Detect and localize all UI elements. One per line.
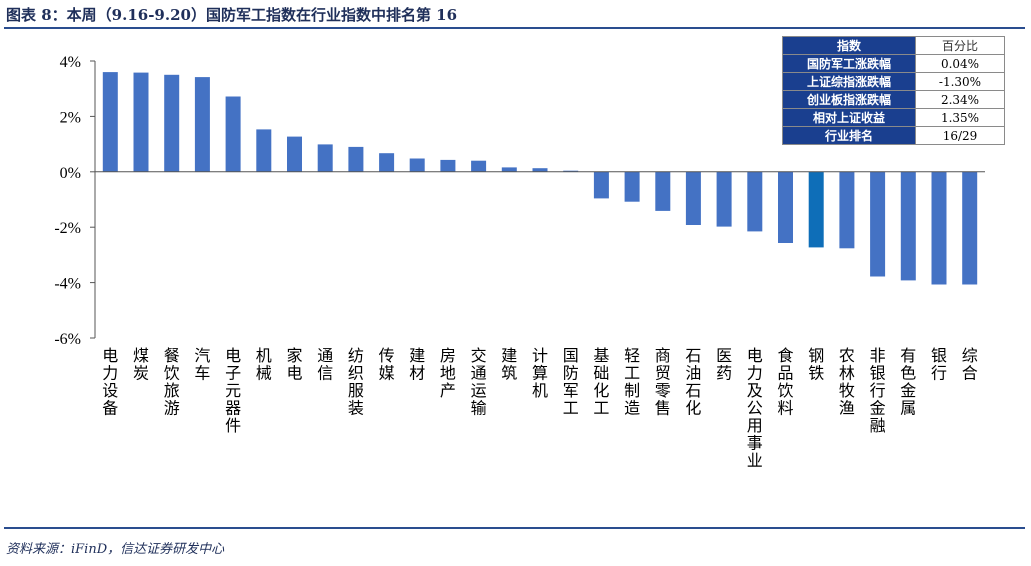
top-rule	[4, 27, 1025, 29]
bar	[839, 171, 855, 249]
category-label: 电力及公用事业	[747, 346, 763, 470]
bar	[256, 129, 272, 172]
category-label: 农林牧渔	[839, 346, 855, 418]
category-label: 纺织服装	[348, 346, 364, 418]
bar	[747, 171, 763, 232]
bar	[716, 171, 732, 227]
bar	[870, 171, 886, 277]
category-label: 房地产	[440, 346, 456, 400]
bar	[287, 136, 302, 172]
bar	[593, 171, 609, 199]
bar	[102, 72, 118, 172]
summary-header-value: 百分比	[915, 36, 1005, 55]
bar	[931, 171, 947, 285]
bar	[440, 159, 456, 172]
y-tick-label: -6%	[54, 331, 81, 348]
category-label: 传媒	[379, 346, 395, 383]
bar	[685, 171, 701, 225]
summary-row-value: 16/29	[915, 126, 1005, 145]
summary-header-key: 指数	[782, 36, 916, 55]
bar	[532, 168, 548, 172]
bar	[194, 77, 210, 172]
summary-table-header: 指数 百分比	[782, 36, 1005, 55]
summary-row-key: 相对上证收益	[782, 108, 916, 127]
category-label: 计算机	[532, 346, 548, 400]
category-label: 汽车	[194, 346, 210, 383]
summary-row-key: 国防军工涨跌幅	[782, 54, 916, 73]
bar-chart: 4% 2% 0% -2% -4% -6% 电力设备煤炭餐饮旅游汽车电子元器件机械家电通信纺织…	[54, 54, 985, 470]
bar	[778, 171, 793, 243]
bar	[900, 171, 916, 281]
summary-row-key: 行业排名	[782, 126, 916, 145]
bar	[225, 96, 241, 172]
bar-highlight	[808, 171, 824, 248]
y-tick-label: -2%	[54, 220, 81, 237]
summary-row-value: 2.34%	[915, 90, 1005, 109]
category-label: 国防军工	[563, 346, 579, 418]
category-label: 餐饮旅游	[164, 346, 180, 418]
category-label: 钢铁	[808, 346, 824, 383]
category-label: 基础化工	[593, 346, 609, 418]
category-label: 商贸零售	[655, 346, 671, 418]
summary-row: 相对上证收益 1.35%	[782, 108, 1005, 127]
category-label: 建材	[409, 346, 425, 383]
summary-row: 行业排名 16/29	[782, 126, 1005, 145]
category-label: 电子元器件	[225, 346, 241, 435]
category-label: 机械	[256, 346, 272, 383]
bar	[563, 170, 579, 172]
category-label: 轻工制造	[624, 346, 640, 418]
category-label: 家电	[286, 346, 302, 383]
summary-row-key: 上证综指涨跌幅	[782, 72, 916, 91]
summary-table: 指数 百分比 国防军工涨跌幅 0.04% 上证综指涨跌幅 -1.30% 创业板指…	[782, 36, 1005, 145]
summary-row-key: 创业板指涨跌幅	[782, 90, 916, 109]
bar	[164, 74, 180, 172]
bar	[471, 160, 487, 172]
y-tick-label: 4%	[60, 54, 81, 71]
bottom-rule	[4, 527, 1025, 529]
summary-row-value: 1.35%	[915, 108, 1005, 127]
bar	[655, 171, 671, 211]
category-label: 综合	[962, 346, 978, 383]
source-note: 资料来源：iFinD，信达证券研发中心	[6, 542, 225, 557]
category-label: 食品饮料	[777, 346, 793, 418]
category-label: 医药	[716, 346, 732, 383]
bar	[133, 72, 149, 172]
category-label: 煤炭	[133, 346, 149, 383]
y-tick-label: -4%	[54, 276, 81, 293]
category-label: 非银行金融	[870, 346, 886, 435]
category-label: 通信	[317, 346, 333, 383]
bar	[348, 146, 364, 172]
category-label: 交通运输	[471, 346, 487, 418]
y-tick-label: 2%	[60, 109, 81, 126]
category-label: 建筑	[501, 346, 517, 383]
y-tick-label: 0%	[60, 165, 81, 182]
figure-title: 图表 8：本周（9.16-9.20）国防军工指数在行业指数中排名第 16	[6, 6, 458, 24]
category-label: 银行	[931, 346, 947, 383]
category-label: 石油石化	[685, 346, 701, 418]
bar	[317, 144, 333, 172]
bar	[962, 171, 978, 285]
category-label: 有色金属	[900, 346, 916, 418]
summary-row-value: 0.04%	[915, 54, 1005, 73]
bar	[624, 171, 640, 202]
summary-row: 创业板指涨跌幅 2.34%	[782, 90, 1005, 109]
bar	[501, 167, 517, 172]
category-label: 电力设备	[102, 346, 118, 418]
bar	[409, 158, 425, 172]
summary-row: 国防军工涨跌幅 0.04%	[782, 54, 1005, 73]
summary-row: 上证综指涨跌幅 -1.30%	[782, 72, 1005, 91]
summary-row-value: -1.30%	[915, 72, 1005, 91]
bar	[379, 153, 395, 172]
